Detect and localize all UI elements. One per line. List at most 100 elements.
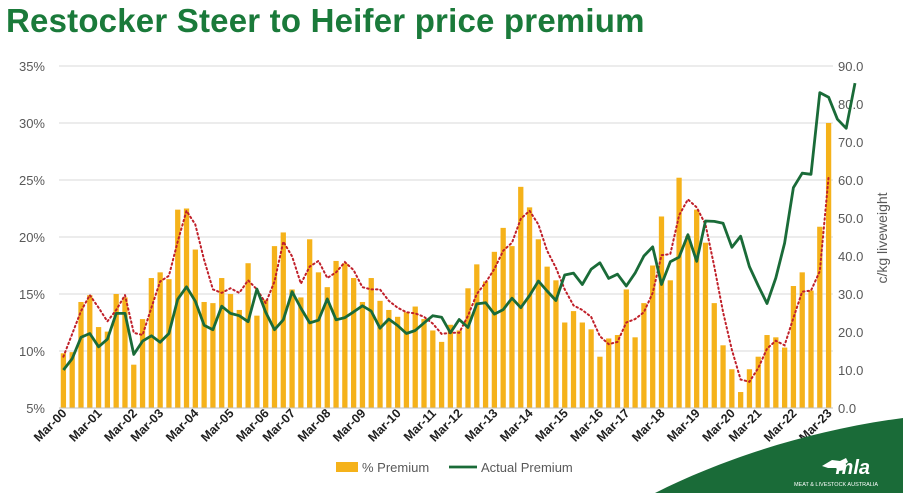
bar [201,301,207,408]
bar [245,263,251,408]
right-tick-label: 70.0 [838,135,863,150]
bar [342,263,348,408]
bar [658,216,665,408]
bar [298,297,304,408]
bar [544,266,550,408]
bar [219,278,225,408]
bar-series [60,123,832,408]
bar [122,297,128,408]
bar [113,294,119,408]
brand-swoosh [655,418,903,493]
bar [570,311,577,408]
right-tick-label: 30.0 [838,287,863,302]
right-tick-label: 40.0 [838,249,863,264]
bar [438,341,445,408]
bar [87,295,93,408]
bar [333,260,339,408]
bar [210,303,216,408]
bar [183,208,190,408]
bar [738,392,744,408]
right-tick-label: 90.0 [838,59,863,74]
x-tick-label: Mar-13 [462,406,500,444]
left-tick-label: 30% [19,116,45,131]
bar [667,280,673,408]
trend-line [62,175,830,383]
bar [606,338,612,408]
bar [315,272,322,408]
bar [447,324,454,408]
bar [95,327,102,408]
bar [403,312,410,408]
x-tick-label: Mar-19 [664,406,702,444]
bar [711,303,717,408]
bar [597,356,603,408]
x-tick-label: Mar-22 [761,406,799,444]
bar [755,356,761,408]
cow-icon [822,458,848,471]
bar [773,337,779,408]
bar [351,278,357,408]
x-tick-label: Mar-01 [66,406,104,444]
bar [729,369,735,408]
bar [518,186,524,408]
bar [69,352,75,408]
bar [694,209,700,408]
left-tick-label: 15% [19,287,45,302]
bar [324,287,330,408]
left-axis-ticks: 5% 10% 15% 20% 25% 30% 35% [19,59,45,416]
bar [394,316,401,408]
brand-logo: mla MEAT & LIVESTOCK AUSTRALIA [655,418,903,493]
right-axis-ticks: 0.010.020.030.040.050.060.070.080.090.0 [838,59,863,416]
bar [192,249,198,408]
bar [623,289,629,408]
bar [676,177,682,408]
bar [386,309,392,408]
chart-title: Restocker Steer to Heifer price premium [6,2,645,39]
x-axis-ticks: Mar-00Mar-01Mar-02Mar-03Mar-04Mar-05Mar-… [31,406,835,444]
bar [359,301,366,408]
bar [263,299,269,408]
bar [632,337,638,408]
bar [790,286,797,408]
bar [148,278,154,408]
bar [465,288,471,408]
bar [474,264,480,408]
bar [641,303,647,408]
left-tick-label: 10% [19,344,45,359]
bar [421,319,427,408]
bar [236,309,242,408]
bar [289,289,295,408]
left-tick-label: 35% [19,59,45,74]
bar [368,278,374,408]
x-tick-label: Mar-14 [497,406,535,444]
bar [781,347,788,408]
bar [131,364,137,408]
right-tick-label: 60.0 [838,173,863,188]
x-tick-label: Mar-05 [198,406,236,444]
left-tick-label: 5% [26,401,45,416]
x-tick-label: Mar-18 [629,406,667,444]
x-tick-label: Mar-15 [532,406,570,444]
left-tick-label: 20% [19,230,45,245]
bar [614,335,621,408]
bar [579,322,585,408]
bar [104,331,111,408]
bar [139,319,146,408]
x-tick-label: Mar-04 [163,406,201,444]
bar [491,251,498,408]
legend-label: % Premium [362,460,429,475]
brand-subtitle: MEAT & LIVESTOCK AUSTRALIA [794,482,878,488]
bar [685,235,691,408]
bar [588,329,594,408]
right-axis-label: c/kg liveweight [874,192,890,283]
bar [509,246,515,408]
bar [702,242,709,408]
legend-swatch-bar [336,462,358,472]
x-tick-label: Mar-09 [330,406,368,444]
bar [78,301,84,408]
x-tick-label: Mar-10 [365,406,403,444]
bar [227,294,234,408]
bar [825,123,832,408]
bar [254,315,260,408]
